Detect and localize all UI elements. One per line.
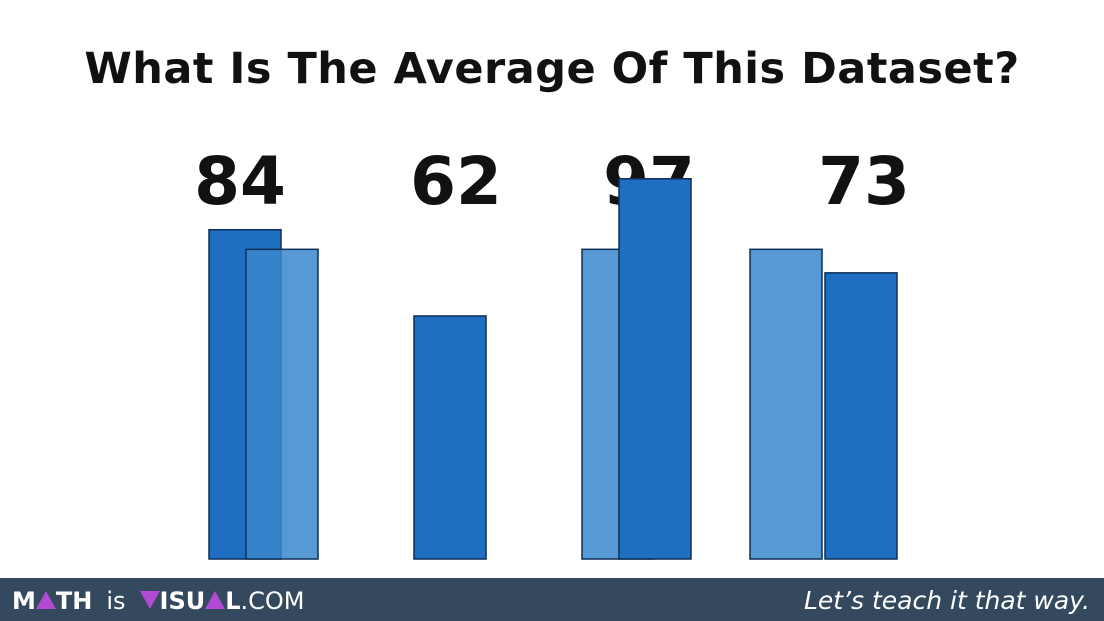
tagline: Let’s teach it that way. — [803, 586, 1090, 615]
brand-logo: M TH is ISU L.COM — [12, 578, 305, 621]
triangle-up-icon — [205, 591, 226, 609]
value-labels: 84629773 — [194, 143, 910, 220]
value-label-0: 84 — [194, 143, 286, 220]
brand-isu: ISU — [159, 587, 206, 615]
average-bar-3 — [749, 248, 823, 560]
data-bar-1 — [413, 315, 487, 560]
brand-l: L — [225, 587, 241, 615]
data-bar-2 — [618, 178, 692, 560]
data-bar-3 — [824, 272, 898, 560]
triangle-up-icon — [35, 591, 56, 609]
average-bars — [581, 248, 823, 560]
triangle-down-icon — [139, 591, 160, 609]
value-label-3: 73 — [818, 143, 910, 220]
brand-m: M — [12, 587, 36, 615]
brand-com: .COM — [240, 587, 305, 615]
average-bar-0 — [245, 248, 319, 560]
brand-th: TH — [55, 587, 93, 615]
page-title: What Is The Average Of This Dataset? — [84, 44, 1020, 94]
footer-bar: M TH is ISU L.COM Let’s teach it that way. — [0, 578, 1104, 621]
value-label-1: 62 — [410, 143, 502, 220]
brand-is: is — [106, 587, 126, 615]
bar-chart: 84629773 — [194, 143, 910, 560]
